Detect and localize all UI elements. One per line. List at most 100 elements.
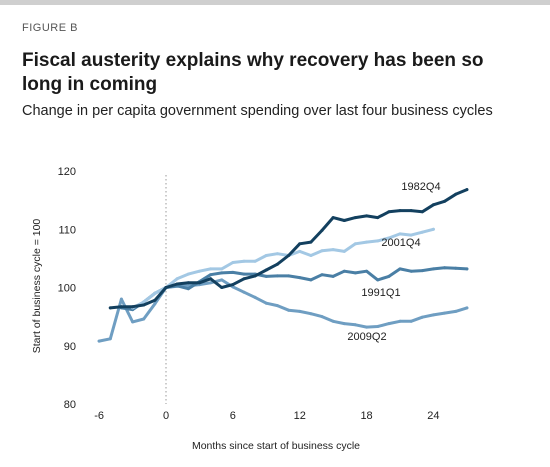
data-point-2009Q2 bbox=[97, 339, 101, 343]
data-point-2009Q2 bbox=[287, 308, 291, 312]
data-point-2009Q2 bbox=[209, 281, 213, 285]
top-divider-bar bbox=[0, 0, 550, 5]
data-point-2001Q4 bbox=[409, 233, 413, 237]
data-point-1982Q4 bbox=[186, 281, 190, 285]
series-1982Q4 bbox=[108, 188, 469, 310]
y-tick-label: 90 bbox=[64, 341, 76, 353]
data-point-1991Q1 bbox=[320, 273, 324, 277]
data-point-1991Q1 bbox=[353, 271, 357, 275]
data-point-2009Q2 bbox=[443, 311, 447, 315]
data-point-1982Q4 bbox=[298, 242, 302, 246]
data-point-1991Q1 bbox=[398, 267, 402, 271]
data-point-1991Q1 bbox=[454, 266, 458, 270]
data-point-2009Q2 bbox=[431, 313, 435, 317]
data-point-2001Q4 bbox=[331, 248, 335, 252]
data-point-1991Q1 bbox=[342, 269, 346, 273]
data-point-1991Q1 bbox=[376, 278, 380, 282]
data-point-1982Q4 bbox=[119, 305, 123, 309]
series-label-1982Q4: 1982Q4 bbox=[401, 181, 440, 193]
series-line-2001Q4 bbox=[131, 227, 435, 310]
data-point-1991Q1 bbox=[420, 269, 424, 273]
data-point-1991Q1 bbox=[409, 269, 413, 273]
x-tick-label: -6 bbox=[94, 410, 104, 422]
data-point-2001Q4 bbox=[253, 259, 257, 263]
x-tick-label: 6 bbox=[230, 410, 236, 422]
data-point-2009Q2 bbox=[242, 290, 246, 294]
data-point-1982Q4 bbox=[365, 214, 369, 218]
chart-title: Fiscal austerity explains why recovery h… bbox=[22, 50, 484, 95]
x-tick-label: 12 bbox=[294, 410, 306, 422]
data-point-1982Q4 bbox=[353, 216, 357, 220]
data-point-1991Q1 bbox=[309, 278, 313, 282]
data-point-1991Q1 bbox=[287, 274, 291, 278]
data-point-1982Q4 bbox=[431, 203, 435, 207]
data-point-2001Q4 bbox=[175, 277, 179, 281]
data-point-1991Q1 bbox=[220, 271, 224, 275]
data-point-2009Q2 bbox=[253, 295, 257, 299]
data-point-1982Q4 bbox=[342, 219, 346, 222]
data-point-2009Q2 bbox=[376, 325, 380, 328]
data-point-2001Q4 bbox=[387, 236, 391, 240]
data-point-1982Q4 bbox=[443, 199, 447, 203]
y-tick-label: 100 bbox=[58, 283, 76, 295]
series-2001Q4 bbox=[131, 227, 435, 310]
data-point-1982Q4 bbox=[387, 210, 391, 214]
series-1991Q1 bbox=[119, 266, 469, 312]
y-tick-label: 80 bbox=[64, 399, 76, 411]
data-point-2001Q4 bbox=[142, 300, 146, 304]
data-point-1982Q4 bbox=[320, 228, 324, 232]
data-point-2009Q2 bbox=[365, 325, 369, 329]
data-point-2009Q2 bbox=[465, 306, 469, 310]
data-point-1982Q4 bbox=[242, 277, 246, 281]
data-point-1991Q1 bbox=[186, 287, 190, 291]
data-point-2009Q2 bbox=[342, 322, 346, 326]
data-point-2001Q4 bbox=[376, 239, 380, 243]
data-point-1982Q4 bbox=[108, 306, 112, 310]
data-point-2001Q4 bbox=[231, 261, 235, 264]
data-point-1991Q1 bbox=[264, 274, 268, 278]
data-point-2009Q2 bbox=[420, 315, 424, 319]
data-point-1982Q4 bbox=[376, 216, 380, 220]
data-point-2001Q4 bbox=[353, 242, 357, 246]
data-point-2001Q4 bbox=[197, 269, 201, 273]
data-point-1982Q4 bbox=[454, 192, 458, 196]
data-point-2001Q4 bbox=[420, 230, 424, 234]
data-point-1991Q1 bbox=[443, 266, 447, 270]
data-point-2009Q2 bbox=[409, 319, 413, 323]
data-point-2009Q2 bbox=[142, 317, 146, 321]
data-point-2001Q4 bbox=[342, 249, 346, 253]
data-point-1991Q1 bbox=[242, 272, 246, 276]
x-tick-label: 24 bbox=[427, 410, 439, 422]
data-point-1991Q1 bbox=[465, 267, 469, 271]
data-point-1982Q4 bbox=[164, 286, 168, 289]
data-point-1982Q4 bbox=[398, 209, 402, 213]
data-point-2001Q4 bbox=[431, 227, 435, 231]
data-point-2001Q4 bbox=[320, 249, 324, 253]
data-point-1982Q4 bbox=[175, 282, 179, 286]
series-layer bbox=[97, 188, 469, 343]
series-label-1991Q1: 1991Q1 bbox=[361, 287, 400, 299]
data-point-2001Q4 bbox=[309, 254, 313, 257]
data-point-1982Q4 bbox=[142, 303, 146, 307]
data-point-2009Q2 bbox=[131, 320, 135, 324]
data-point-1991Q1 bbox=[387, 274, 391, 278]
data-point-1991Q1 bbox=[231, 270, 235, 274]
series-line-1991Q1 bbox=[119, 266, 469, 312]
chart-subtitle: Change in per capita government spending… bbox=[22, 103, 493, 119]
x-tick-label: 0 bbox=[163, 410, 169, 422]
data-point-1982Q4 bbox=[409, 209, 413, 213]
data-point-2009Q2 bbox=[119, 297, 123, 301]
data-point-1991Q1 bbox=[331, 274, 335, 278]
data-point-2009Q2 bbox=[108, 337, 112, 341]
data-point-2009Q2 bbox=[153, 302, 157, 306]
data-point-2009Q2 bbox=[320, 315, 324, 319]
data-point-2009Q2 bbox=[454, 309, 458, 313]
series-line-2009Q2 bbox=[97, 278, 469, 343]
data-point-1991Q1 bbox=[431, 267, 435, 271]
data-point-2009Q2 bbox=[331, 319, 335, 323]
data-point-1982Q4 bbox=[220, 286, 224, 289]
data-point-2009Q2 bbox=[298, 309, 302, 313]
figure-label: FIGURE B bbox=[22, 22, 78, 34]
series-label-2001Q4: 2001Q4 bbox=[381, 237, 420, 249]
